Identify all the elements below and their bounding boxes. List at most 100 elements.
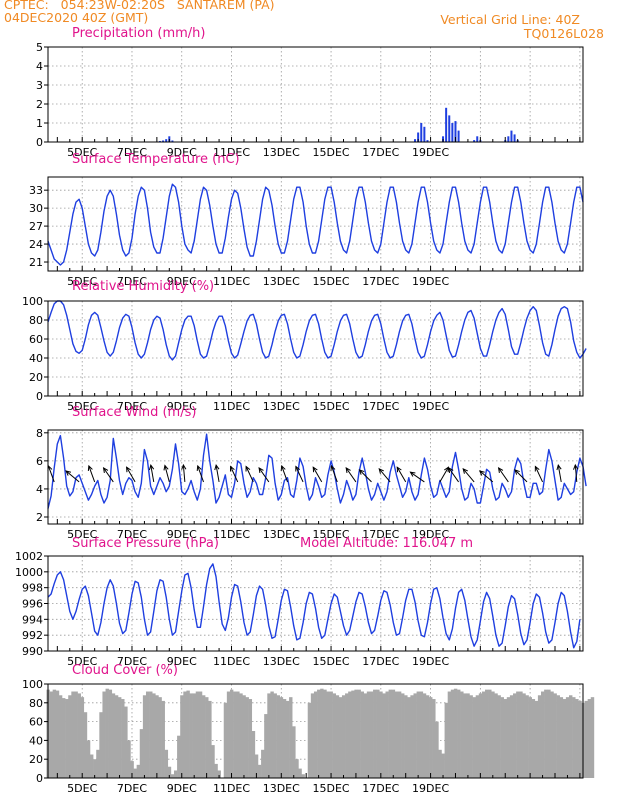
- x-tick-label: 9DEC: [167, 528, 197, 541]
- wind-arrow-head: [358, 469, 365, 475]
- cloud-column: [491, 691, 495, 778]
- cloud-column: [419, 691, 424, 778]
- x-tick-label: 15DEC: [312, 275, 349, 288]
- cloud-column: [52, 689, 57, 778]
- wind-arrow: [312, 466, 323, 483]
- precip-bar: [414, 139, 417, 142]
- wind-arrow: [245, 466, 254, 483]
- cloud-column: [537, 695, 542, 778]
- cloud-column: [248, 699, 253, 778]
- cloud-column: [105, 688, 109, 778]
- cloud-column: [167, 766, 172, 778]
- x-tick-label: 13DEC: [263, 400, 300, 413]
- precip-bar: [457, 130, 460, 142]
- x-tick-label: 15DEC: [312, 528, 349, 541]
- x-tick-label: 13DEC: [263, 528, 300, 541]
- x-tick-label: 11DEC: [213, 275, 250, 288]
- wind-arrow: [88, 465, 96, 483]
- x-tick-label: 19DEC: [412, 146, 449, 159]
- precip-bar: [417, 132, 420, 142]
- cloud-column: [173, 770, 178, 778]
- cloud-column: [170, 774, 175, 778]
- cloud-column: [298, 768, 302, 778]
- cloud-column: [348, 691, 352, 778]
- cloud-column: [55, 690, 60, 778]
- header-station: CPTEC: 054:23W-02:20S SANTAREM (PA): [4, 0, 275, 12]
- precip-bar: [171, 140, 174, 142]
- cloud-column: [155, 695, 159, 778]
- series-line: [47, 300, 587, 361]
- x-tick-label: 15DEC: [312, 146, 349, 159]
- x-tick-label: 11DEC: [213, 146, 250, 159]
- cloud-column: [198, 691, 203, 778]
- wind-arrow-head: [126, 466, 132, 473]
- cloud-column: [394, 691, 399, 778]
- cloud-column: [161, 700, 165, 778]
- cloud-column: [463, 693, 467, 778]
- x-tick-label: 19DEC: [412, 528, 449, 541]
- y-tick-label: 994: [22, 613, 43, 626]
- cloud-column: [432, 699, 436, 778]
- x-tick-label: 9DEC: [167, 655, 197, 668]
- cloud-column: [326, 691, 330, 778]
- wind-arrow-head: [573, 463, 579, 470]
- y-tick-label: 1000: [15, 566, 43, 579]
- y-tick-label: 1002: [15, 550, 43, 563]
- x-tick-label: 7DEC: [117, 275, 147, 288]
- y-tick-label: 0: [36, 772, 43, 785]
- wind-arrow-head: [396, 466, 402, 473]
- cloud-column: [257, 764, 262, 778]
- x-tick-label: 5DEC: [67, 655, 97, 668]
- cloud-column: [397, 691, 402, 778]
- y-tick-label: 6: [36, 455, 43, 468]
- cloud-column: [500, 697, 504, 778]
- wind-arrow-head: [87, 464, 93, 471]
- cloud-column: [183, 691, 187, 778]
- wind-arrow: [281, 465, 288, 483]
- wind-arrow-head: [556, 464, 562, 471]
- cloud-column: [86, 740, 91, 778]
- wind-arrow: [557, 465, 562, 482]
- cloud-column: [307, 702, 312, 778]
- y-tick-label: 992: [22, 629, 43, 642]
- wind-arrow: [479, 470, 494, 483]
- cloud-column: [534, 700, 539, 778]
- x-tick-label: 11DEC: [213, 782, 250, 795]
- precip-bar: [445, 107, 448, 142]
- x-tick-label: 17DEC: [362, 275, 399, 288]
- cloud-column: [139, 729, 144, 778]
- y-tick-label: 990: [22, 645, 43, 658]
- wind-arrow: [514, 469, 528, 483]
- wind-arrow: [574, 464, 578, 482]
- cloud-column: [565, 697, 570, 778]
- cloud-column: [102, 691, 106, 778]
- cloud-column: [503, 699, 508, 778]
- wind-arrow-head: [462, 468, 468, 474]
- header-vertical-grid: Vertical Grid Line: 40Z: [440, 12, 580, 27]
- cloud-column: [587, 699, 592, 778]
- cloud-column: [575, 699, 579, 778]
- wind-arrow: [215, 465, 220, 482]
- cloud-column: [93, 759, 97, 778]
- panel-frame: [47, 429, 584, 525]
- cloud-column: [488, 689, 492, 778]
- wind-arrow: [258, 467, 270, 483]
- panel-2: Relative Humidity (%) 0 20 40 60 80 100 5DEC 7DE…: [22, 279, 587, 413]
- cloud-column: [425, 695, 430, 778]
- panel-3: Surface Wind (m/s) 2 4 6 8 5DEC 7DEC 9DEC 11DEC 1…: [36, 405, 587, 541]
- y-tick-label: 40: [29, 352, 43, 365]
- cloud-column: [478, 693, 483, 778]
- cloud-column: [233, 691, 237, 778]
- y-tick-label: 21: [29, 256, 43, 269]
- x-tick-label: 13DEC: [263, 782, 300, 795]
- cloud-column: [357, 689, 361, 778]
- precip-bar: [420, 123, 423, 142]
- cloud-column: [481, 691, 486, 778]
- panel-title: Cloud Cover (%): [72, 663, 178, 678]
- x-tick-label: 17DEC: [362, 400, 399, 413]
- cloud-column: [441, 753, 445, 778]
- precip-bar: [476, 136, 479, 142]
- wind-arrow-head: [330, 464, 336, 471]
- cloud-column: [158, 697, 162, 778]
